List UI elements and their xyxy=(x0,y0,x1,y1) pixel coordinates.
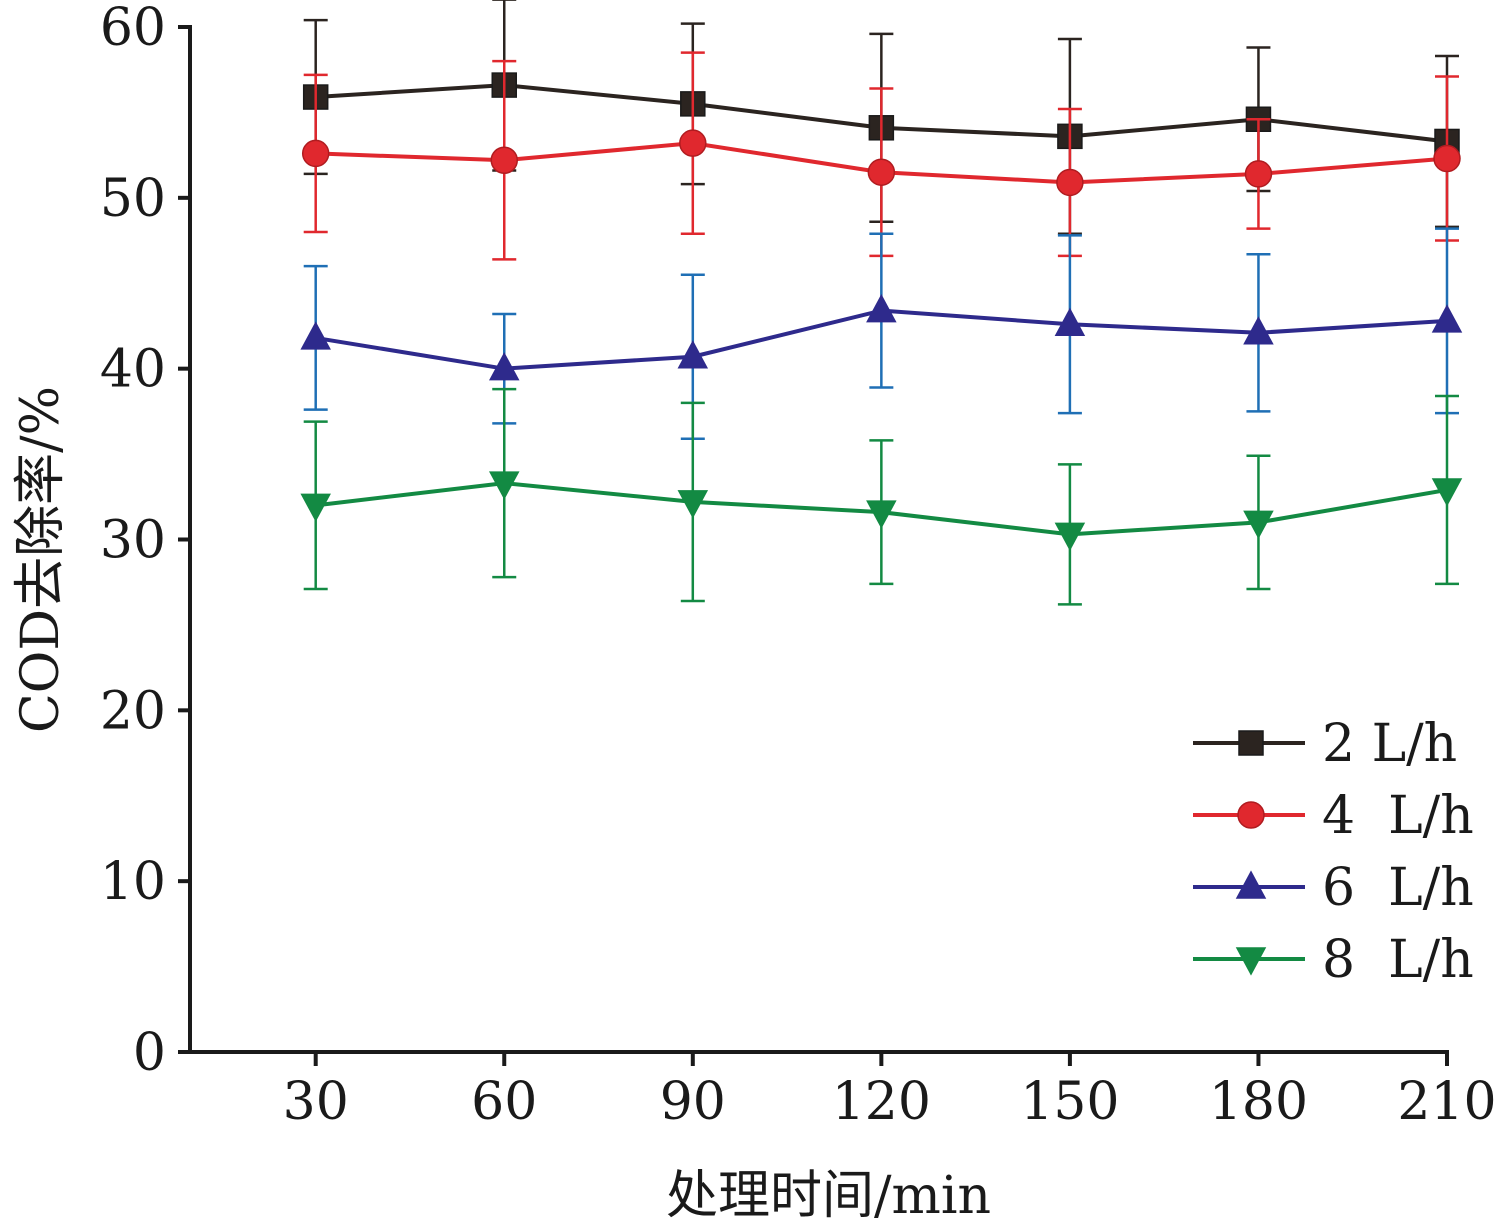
legend: 2 L/h 4 L/h 6 L/h 8 L/h xyxy=(1193,714,1474,990)
legend-marker xyxy=(1238,730,1264,756)
data-point xyxy=(301,139,330,168)
series-8-l-h xyxy=(300,387,1463,606)
data-point xyxy=(1243,316,1274,345)
y-tick-label: 0 xyxy=(133,1023,166,1083)
data-point xyxy=(490,146,518,174)
y-tick-label: 50 xyxy=(100,169,166,229)
legend-item: 4 L/h xyxy=(1193,786,1474,846)
x-tick-label: 120 xyxy=(832,1072,931,1132)
legend-marker xyxy=(1235,947,1267,976)
data-point xyxy=(488,471,520,500)
data-point xyxy=(300,493,331,522)
data-point xyxy=(1431,304,1463,333)
x-tick-label: 150 xyxy=(1020,1072,1119,1132)
legend-item: 6 L/h xyxy=(1193,858,1474,918)
data-point xyxy=(679,129,707,157)
legend-label: 8 L/h xyxy=(1322,930,1474,990)
y-axis-title: COD去除率/% xyxy=(11,386,71,733)
data-point xyxy=(1433,144,1461,173)
data-point xyxy=(677,490,709,519)
x-tick-label: 90 xyxy=(660,1072,726,1132)
series-4-l-h xyxy=(301,51,1461,261)
legend-item: 2 L/h xyxy=(1193,714,1457,774)
data-point xyxy=(866,294,897,323)
legend-marker xyxy=(1237,801,1265,829)
legend-marker xyxy=(1235,870,1267,899)
data-point xyxy=(488,352,520,381)
legend-label: 6 L/h xyxy=(1322,858,1474,918)
data-point xyxy=(1243,510,1274,539)
x-axis-title: 处理时间/min xyxy=(666,1166,991,1226)
y-tick-label: 60 xyxy=(100,0,166,58)
series-6-l-h xyxy=(300,227,1463,440)
data-point xyxy=(677,340,709,369)
legend-label: 2 L/h xyxy=(1322,714,1457,774)
legend-item: 8 L/h xyxy=(1193,930,1474,990)
data-point xyxy=(1244,160,1273,188)
data-point xyxy=(300,321,331,350)
data-point xyxy=(867,158,896,186)
x-tick-label: 60 xyxy=(471,1072,537,1132)
ticks: 0 10 20 30 40 50 60 30 60 90 120 150 180 210 xyxy=(100,0,1495,1132)
series xyxy=(300,0,1463,606)
y-tick-label: 20 xyxy=(100,681,166,741)
data-point xyxy=(1054,522,1086,551)
x-tick-label: 180 xyxy=(1209,1072,1308,1132)
y-tick-label: 10 xyxy=(100,852,166,912)
y-tick-label: 40 xyxy=(100,340,166,400)
legend-label: 4 L/h xyxy=(1322,786,1474,846)
x-tick-label: 30 xyxy=(283,1072,349,1132)
x-tick-label: 210 xyxy=(1397,1072,1495,1132)
data-point xyxy=(1431,478,1463,507)
data-point xyxy=(1054,307,1086,336)
y-tick-label: 30 xyxy=(100,511,166,571)
data-point xyxy=(866,500,897,529)
data-point xyxy=(1056,168,1084,197)
